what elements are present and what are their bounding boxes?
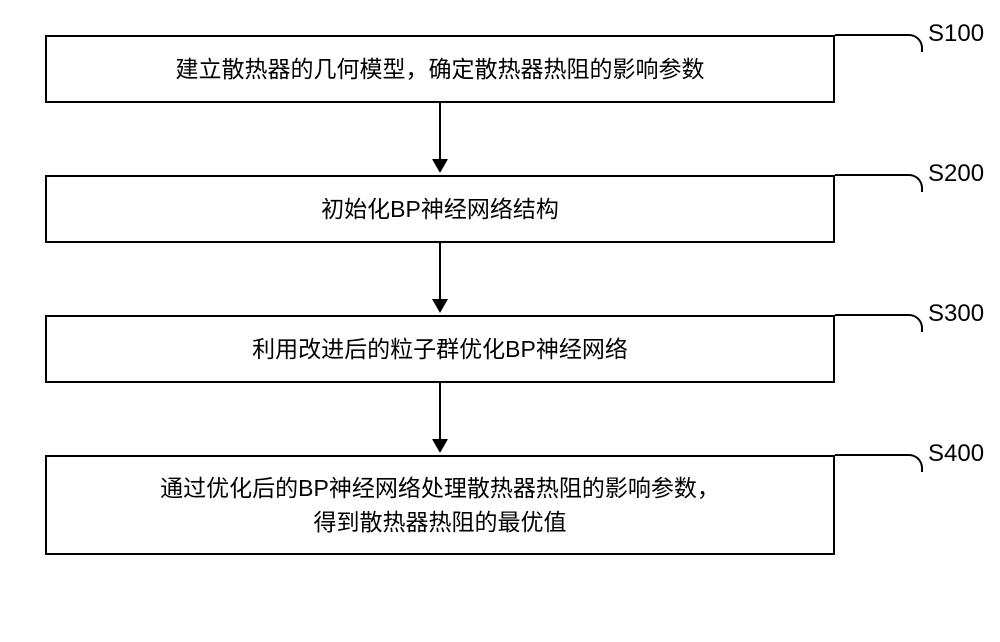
step-label-s300: S300 <box>928 300 984 328</box>
connector-1-2 <box>45 103 835 175</box>
arrow-head-1 <box>432 159 448 173</box>
arrow-head-2 <box>432 299 448 313</box>
arrow-line-3 <box>439 383 441 441</box>
step-box-s400: 通过优化后的BP神经网络处理散热器热阻的影响参数，得到散热器热阻的最优值 <box>45 455 835 555</box>
step-label-s200: S200 <box>928 160 984 188</box>
step-text-s200: 初始化BP神经网络结构 <box>321 192 559 227</box>
connector-3-4 <box>45 383 835 455</box>
step-text-s100: 建立散热器的几何模型，确定散热器热阻的影响参数 <box>176 52 705 87</box>
step-text-s400: 通过优化后的BP神经网络处理散热器热阻的影响参数，得到散热器热阻的最优值 <box>160 471 720 540</box>
connector-2-3 <box>45 243 835 315</box>
step-box-s200: 初始化BP神经网络结构 <box>45 175 835 243</box>
arrow-line-1 <box>439 103 441 161</box>
arrow-line-2 <box>439 243 441 301</box>
step-text-s300: 利用改进后的粒子群优化BP神经网络 <box>252 332 628 367</box>
label-connector-s300 <box>835 314 923 332</box>
step-label-s400: S400 <box>928 440 984 468</box>
step-box-s100: 建立散热器的几何模型，确定散热器热阻的影响参数 <box>45 35 835 103</box>
flowchart-container: 建立散热器的几何模型，确定散热器热阻的影响参数 S100 初始化BP神经网络结构… <box>0 0 1000 642</box>
label-connector-s100 <box>835 34 923 52</box>
step-label-s100: S100 <box>928 20 984 48</box>
step-box-s300: 利用改进后的粒子群优化BP神经网络 <box>45 315 835 383</box>
label-connector-s400 <box>835 454 923 472</box>
arrow-head-3 <box>432 439 448 453</box>
label-connector-s200 <box>835 174 923 192</box>
